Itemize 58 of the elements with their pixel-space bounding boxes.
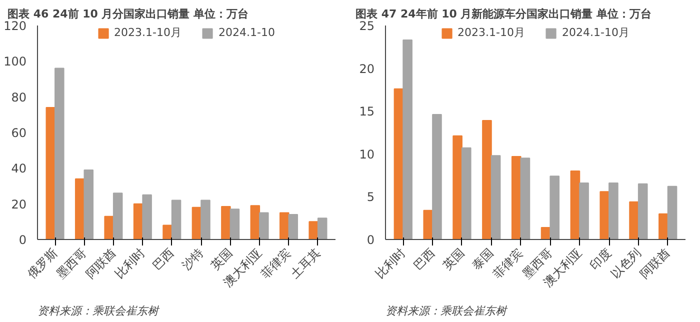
bar bbox=[550, 176, 560, 240]
bar bbox=[490, 155, 501, 240]
chart-title: 图表 46 24前 10 月分国家出口销量 单位：万台 bbox=[8, 8, 249, 20]
bar bbox=[162, 224, 172, 240]
bar bbox=[104, 216, 114, 240]
bar bbox=[432, 114, 442, 240]
y-tick-label: 40 bbox=[11, 162, 27, 176]
chart-title: 图表 47 24年前 10 月新能源车分国家出口销量 单位：万台 bbox=[356, 8, 652, 20]
x-tick-label: 巴西 bbox=[410, 246, 438, 272]
bar bbox=[288, 214, 298, 240]
bar bbox=[279, 212, 290, 240]
x-tick-label: 巴西 bbox=[150, 246, 177, 272]
bar bbox=[511, 156, 522, 240]
bar bbox=[482, 120, 492, 240]
bar bbox=[402, 40, 412, 240]
x-tick-label: 沙特 bbox=[179, 246, 206, 272]
text: 资料来源：乘联会崔东树 bbox=[38, 304, 160, 318]
legend-label: 2024.1-10月 bbox=[562, 25, 630, 40]
bar bbox=[638, 183, 648, 240]
y-tick-label: 20 bbox=[359, 62, 375, 76]
bar bbox=[423, 210, 434, 240]
y-tick-label: 10 bbox=[359, 147, 375, 162]
y-tick-label: 5 bbox=[366, 190, 375, 204]
bar bbox=[608, 182, 618, 240]
x-tick-label: 英国 bbox=[440, 246, 467, 272]
x-tick-label: 比利时 bbox=[372, 246, 408, 281]
legend-label: 2023.1-10月 bbox=[458, 25, 525, 40]
y-tick-label: 100 bbox=[4, 54, 26, 69]
legend-label: 2024.1-10 bbox=[218, 26, 275, 39]
bar bbox=[84, 169, 94, 240]
bar bbox=[600, 191, 610, 240]
bar bbox=[200, 200, 210, 240]
bar bbox=[54, 68, 64, 240]
bar bbox=[629, 201, 639, 240]
y-tick-label: 0 bbox=[18, 233, 27, 247]
legend-label: 2023.1-10月 bbox=[114, 25, 182, 40]
bar bbox=[171, 200, 182, 240]
bar bbox=[579, 182, 589, 240]
bar bbox=[259, 212, 269, 240]
y-tick-label: 80 bbox=[11, 90, 27, 104]
bar bbox=[230, 208, 240, 240]
y-tick-label: 0 bbox=[366, 233, 375, 247]
bar bbox=[221, 206, 231, 240]
y-tick-label: 20 bbox=[11, 197, 27, 212]
bar bbox=[317, 218, 328, 240]
y-tick-label: 60 bbox=[11, 126, 27, 140]
bar bbox=[112, 192, 123, 240]
y-tick-label: 15 bbox=[359, 104, 375, 119]
bar bbox=[452, 135, 462, 240]
bar bbox=[461, 147, 472, 240]
bar bbox=[142, 194, 152, 240]
x-tick-label: 英国 bbox=[208, 246, 236, 272]
y-tick-label: 25 bbox=[359, 19, 375, 33]
bar bbox=[308, 221, 318, 240]
y-tick-label: 120 bbox=[4, 19, 26, 33]
text: 资料来源：乘联会崔东树 bbox=[386, 304, 508, 318]
bar bbox=[520, 158, 530, 240]
bar bbox=[667, 186, 678, 240]
